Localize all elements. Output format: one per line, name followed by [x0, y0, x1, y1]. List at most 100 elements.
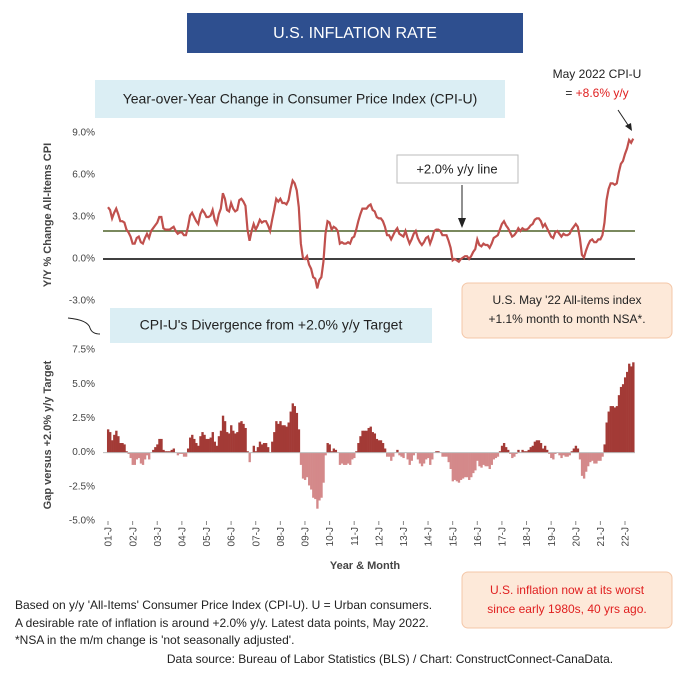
- gap-bar: [537, 440, 541, 453]
- gap-bar: [470, 452, 473, 478]
- gap-bar: [344, 452, 348, 465]
- gap-bar: [189, 437, 192, 453]
- x-tick-label: 05-J: [202, 527, 213, 546]
- gap-bar: [217, 436, 221, 453]
- gap-bar: [283, 425, 286, 453]
- gap-bar: [299, 452, 303, 465]
- panel-title-box: [95, 80, 505, 118]
- gap-bar: [359, 436, 362, 453]
- gap-bar: [617, 395, 621, 453]
- callout-box: [461, 571, 673, 629]
- gap-bar: [207, 438, 210, 453]
- gap-bar: [135, 452, 139, 460]
- gap-bar: [584, 452, 588, 472]
- gap-bar: [195, 443, 198, 453]
- gap-bar: [541, 448, 545, 453]
- gap-bar: [478, 452, 481, 467]
- x-tick-label: 08-J: [276, 527, 287, 546]
- x-tick-label: 18-J: [522, 527, 533, 546]
- gap-bar: [507, 449, 510, 453]
- gap-bar: [582, 452, 586, 479]
- gap-bar: [156, 444, 159, 453]
- gap-bar: [365, 430, 368, 453]
- gap-bar: [197, 445, 200, 453]
- gap-bar: [543, 445, 547, 453]
- gap-bar: [420, 452, 424, 467]
- gap-bar: [513, 452, 516, 457]
- gap-bar: [449, 452, 452, 470]
- gap-bar: [576, 448, 580, 453]
- gap-bar: [281, 425, 284, 453]
- gap-bar: [291, 403, 294, 453]
- gap-bar: [160, 438, 163, 453]
- gap-bar: [437, 451, 440, 453]
- gap-bar: [455, 452, 459, 482]
- arrow-head: [458, 218, 466, 228]
- footnote: A desirable rate of inflation is around …: [15, 616, 429, 630]
- gap-bar: [334, 449, 338, 453]
- gap-bar: [330, 451, 333, 453]
- title-box: [187, 13, 523, 53]
- gap-bar: [168, 451, 171, 453]
- x-tick-label: 02-J: [128, 527, 139, 546]
- gap-bar: [234, 433, 237, 453]
- gap-bar: [162, 449, 165, 453]
- gap-bar: [367, 427, 370, 453]
- x-tick-label: 12-J: [374, 527, 385, 546]
- gap-bar: [416, 452, 420, 460]
- gap-bar: [338, 452, 342, 465]
- gap-bar: [427, 452, 430, 459]
- gap-bar: [500, 445, 504, 453]
- gap-bar: [277, 423, 280, 453]
- gap-bar: [447, 452, 450, 463]
- source: Data source: Bureau of Labor Statistics …: [167, 652, 613, 666]
- cpi-line: [107, 137, 635, 289]
- gap-bar: [232, 430, 235, 453]
- gap-bar: [482, 452, 485, 465]
- gap-bar: [182, 452, 186, 457]
- gap-bar: [529, 447, 532, 453]
- gap-bar: [318, 452, 321, 501]
- gap-bar: [619, 386, 623, 453]
- gap-bar: [170, 449, 173, 453]
- gap-bar: [176, 452, 180, 456]
- gap-bar: [609, 406, 612, 453]
- gap-bar: [603, 444, 606, 453]
- gap-bar: [535, 440, 539, 453]
- gap-bar: [381, 443, 385, 453]
- reference-label: +2.0% y/y line: [416, 161, 497, 176]
- y-tick-label: 7.5%: [72, 345, 95, 356]
- y-tick-label: 3.0%: [72, 212, 95, 223]
- gap-bar: [301, 452, 305, 479]
- gap-bar: [305, 452, 309, 478]
- gap-bar: [531, 445, 535, 453]
- x-tick-label: 09-J: [301, 527, 312, 546]
- y-tick-label: -2.5%: [69, 481, 95, 492]
- gap-bar: [406, 452, 409, 460]
- gap-bar: [117, 436, 120, 453]
- gap-bar: [463, 452, 467, 478]
- gap-bar: [396, 449, 399, 453]
- gap-bar: [558, 452, 561, 456]
- gap-bar: [461, 452, 465, 479]
- gap-bar: [548, 452, 551, 454]
- gap-bar: [363, 430, 366, 453]
- gap-bar: [504, 447, 508, 453]
- gap-bar: [400, 452, 403, 457]
- gap-bar: [340, 452, 344, 464]
- gap-bar: [258, 441, 262, 453]
- gap-bar: [353, 452, 356, 459]
- chart-title: U.S. INFLATION RATE: [273, 25, 437, 42]
- callout: U.S. inflation now at its worst: [490, 583, 645, 597]
- gap-bar: [422, 452, 426, 464]
- gap-bar: [289, 411, 292, 453]
- gap-bar: [445, 452, 448, 457]
- gap-bar: [377, 440, 381, 453]
- x-tick-label: 04-J: [177, 527, 188, 546]
- gap-bar: [139, 452, 143, 464]
- gap-bar: [533, 441, 537, 453]
- gap-bar: [316, 452, 319, 509]
- gap-bar: [141, 452, 145, 465]
- gap-bar: [312, 452, 315, 498]
- y-tick-label: -3.0%: [69, 296, 95, 307]
